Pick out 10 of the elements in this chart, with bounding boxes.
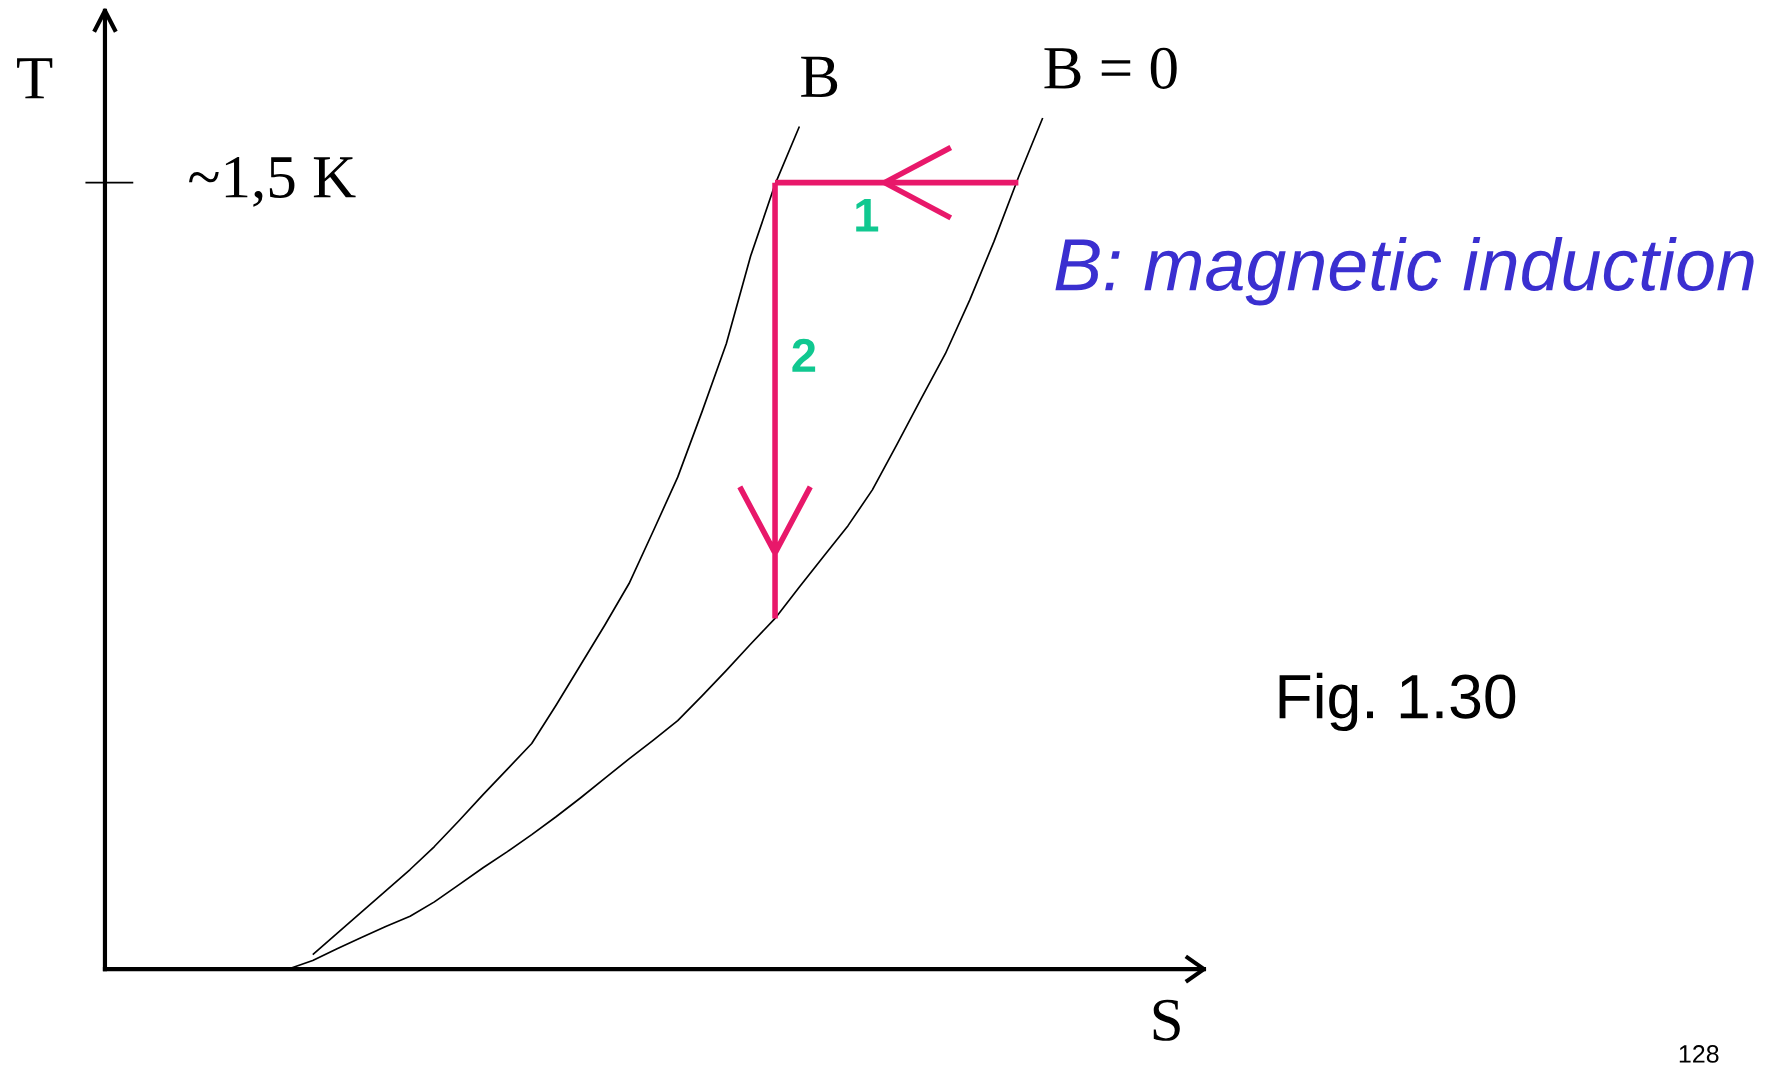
ref-line-label: ~1,5 K	[189, 157, 356, 207]
series-label: B = 0	[1044, 47, 1177, 89]
text: B: magnetic induction	[1055, 236, 1754, 306]
x-axis-title: S	[1153, 999, 1180, 1041]
caption: Fig. 1.30	[1279, 672, 1516, 732]
annotation: 1	[856, 198, 879, 232]
text: 128	[1679, 1045, 1719, 1063]
annotation: 2	[792, 338, 816, 372]
series-label: B	[801, 56, 838, 97]
y-axis-title: T	[17, 58, 53, 99]
